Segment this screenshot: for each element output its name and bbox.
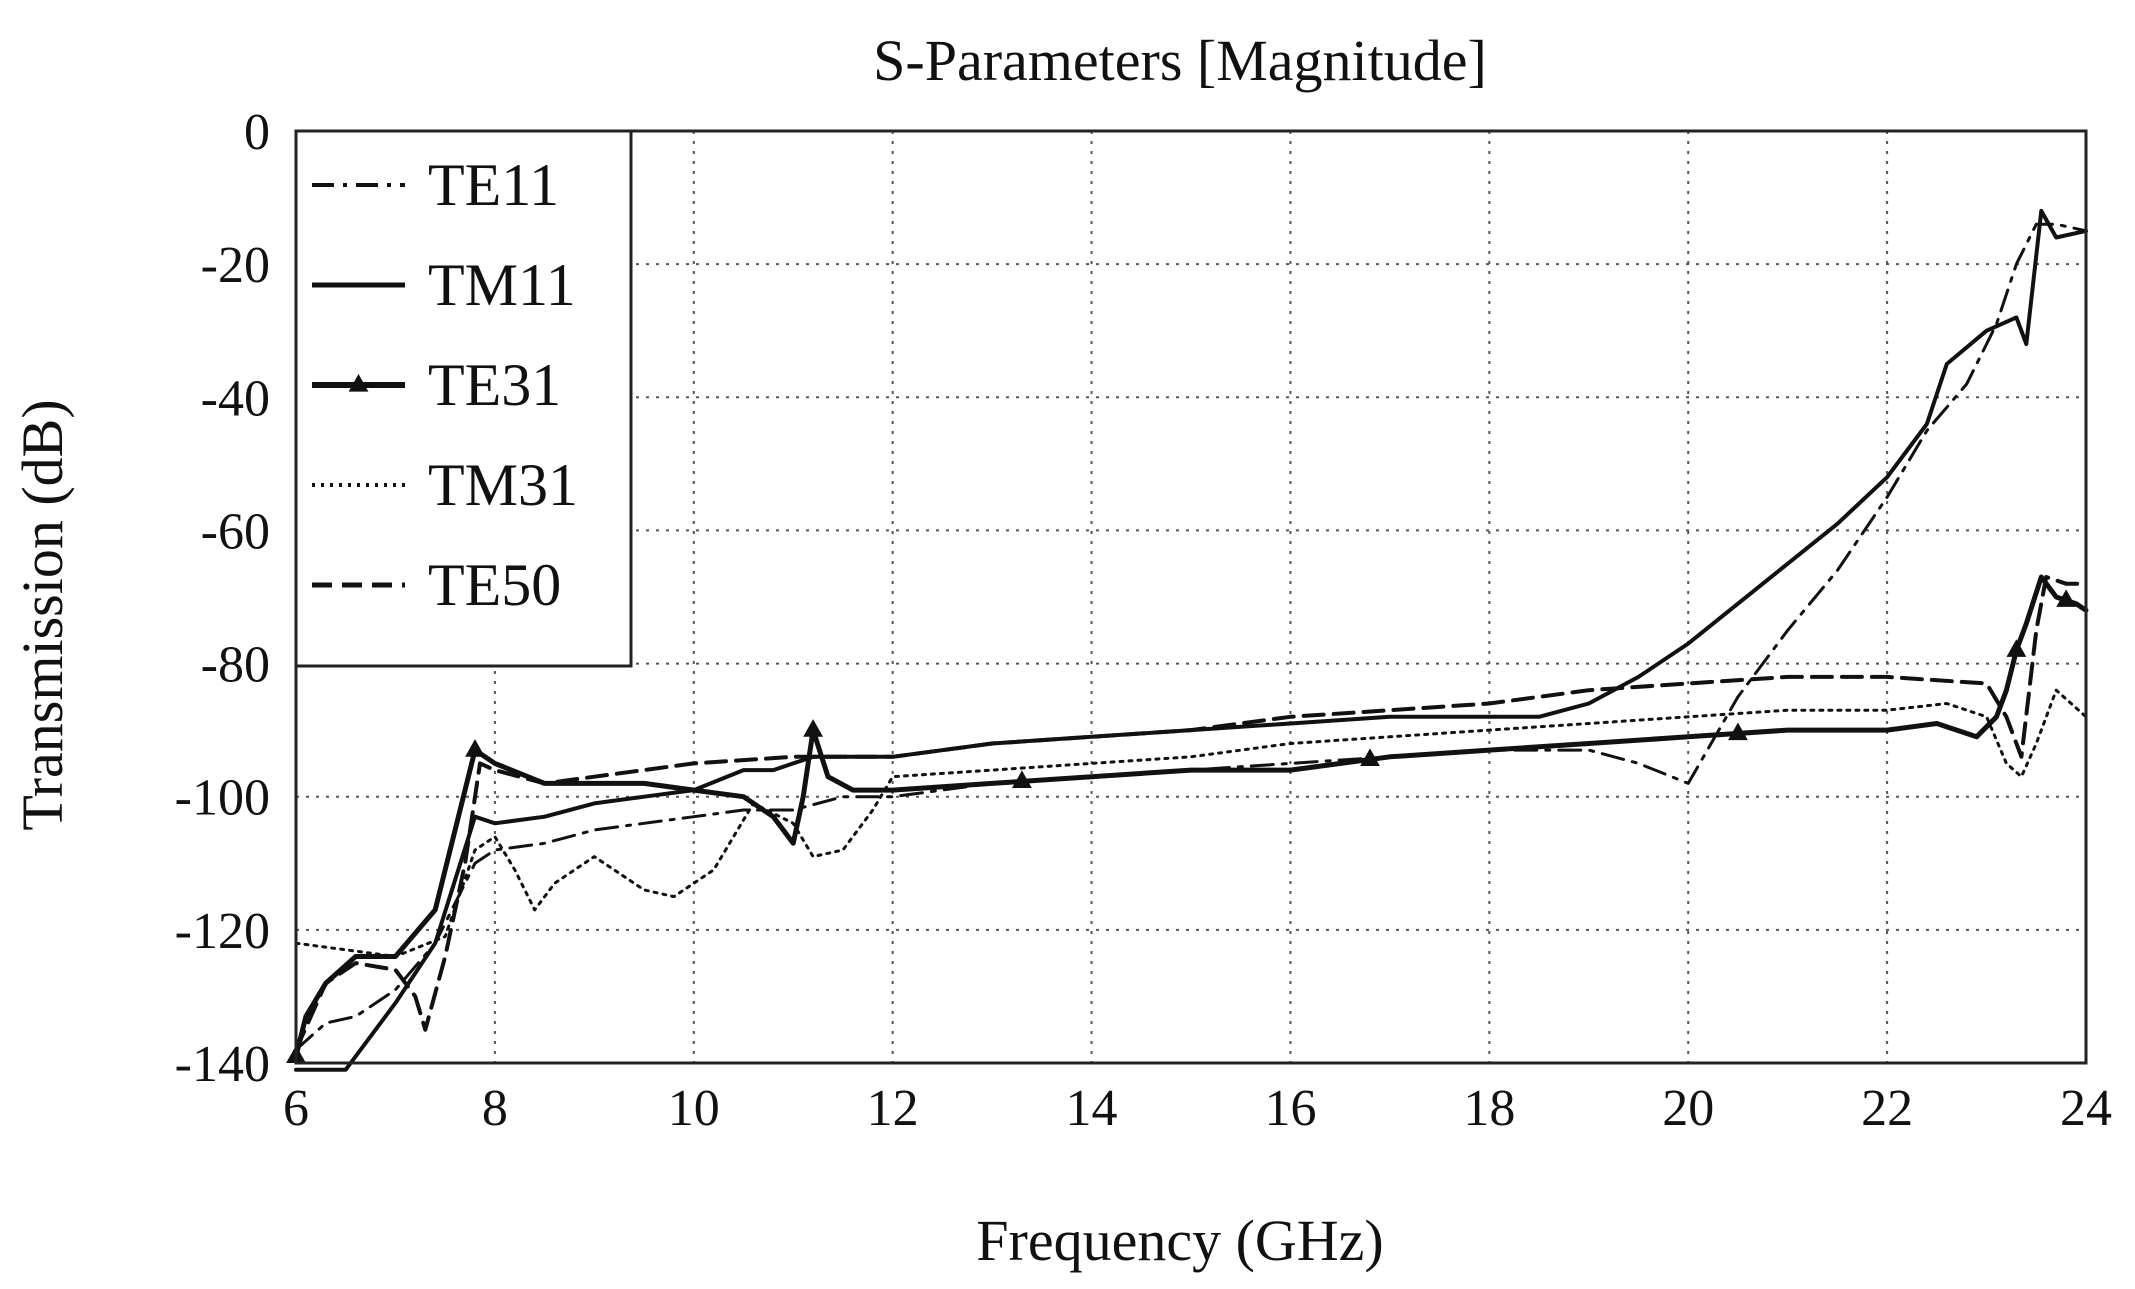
y-tick-label: -20 — [201, 237, 270, 294]
x-tick-label: 20 — [1662, 1080, 1714, 1137]
x-tick-label: 12 — [867, 1080, 919, 1137]
grid — [296, 131, 2086, 1063]
tick-labels: 6 8 10 12 14 16 18 20 22 24 0 -20 -40 -60 -80 -100 -120 -… — [175, 104, 2112, 1137]
y-tick-label: -140 — [175, 1036, 270, 1093]
legend-box — [294, 129, 633, 668]
y-tick-label: -80 — [201, 637, 270, 694]
series-line-te11 — [294, 222, 2088, 1052]
x-tick-label: 18 — [1463, 1080, 1515, 1137]
x-tick-label: 6 — [283, 1080, 309, 1137]
x-tick-label: 14 — [1066, 1080, 1118, 1137]
y-axis-label: Transmission (dB) — [10, 399, 75, 830]
y-tick-label: -40 — [201, 370, 270, 427]
legend-label-te11: TE11 — [428, 152, 559, 218]
chart-title: S-Parameters [Magnitude] — [873, 28, 1487, 93]
triangle-marker — [1012, 770, 1032, 789]
series-line-te50 — [294, 575, 2088, 1052]
legend-label-te31: TE31 — [428, 352, 561, 418]
y-tick-label: -60 — [201, 503, 270, 560]
x-tick-label: 24 — [2060, 1080, 2112, 1137]
y-tick-label: -100 — [175, 770, 270, 827]
x-tick-label: 8 — [482, 1080, 508, 1137]
triangle-marker — [1360, 748, 1380, 767]
legend-triangle-marker — [348, 374, 369, 392]
x-axis-label: Frequency (GHz) — [976, 1208, 1383, 1273]
series-line-te31 — [293, 574, 2089, 1059]
legend-label-tm31: TM31 — [428, 452, 578, 518]
triangle-marker — [1728, 722, 1748, 741]
x-tick-label: 16 — [1264, 1080, 1316, 1137]
legend-label-te50: TE50 — [428, 552, 561, 618]
x-tick-label: 10 — [668, 1080, 720, 1137]
y-tick-label: -120 — [175, 903, 270, 960]
series-lines — [286, 208, 2089, 1072]
triangle-marker — [465, 739, 485, 757]
series-line-tm31 — [294, 688, 2088, 958]
triangle-marker — [2006, 639, 2027, 657]
y-tick-label: 0 — [244, 104, 270, 161]
legend-label-tm11: TM11 — [428, 252, 576, 318]
x-tick-label: 22 — [1861, 1080, 1913, 1137]
triangle-marker — [2056, 589, 2077, 607]
triangle-marker — [803, 719, 824, 737]
legend: TE11 TM11 TE31 TM31 TE50 — [294, 129, 633, 668]
